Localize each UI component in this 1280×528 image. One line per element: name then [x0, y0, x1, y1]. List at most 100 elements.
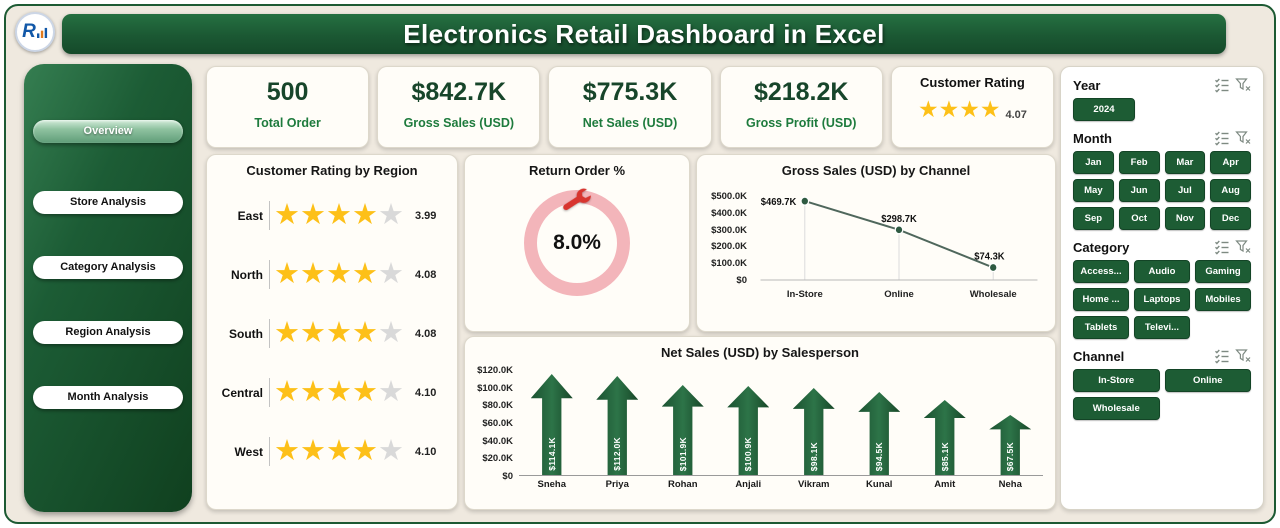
salesperson-bar-rohan: $101.9K — [661, 385, 704, 475]
slicer-option-tablets[interactable]: Tablets — [1073, 316, 1129, 339]
clear-filter-icon[interactable] — [1235, 77, 1251, 93]
region-rating-value: 4.10 — [415, 445, 437, 458]
chart-title: Return Order % — [528, 163, 626, 178]
slicer-option-jan[interactable]: Jan — [1073, 151, 1114, 174]
star-icon: ★ — [326, 376, 352, 408]
slicer-option-gaming[interactable]: Gaming — [1195, 260, 1251, 283]
axis-tick: $100.0K — [477, 382, 513, 394]
star-icon: ★ — [326, 435, 352, 467]
axis-tick: $40.0K — [482, 435, 513, 447]
logo-letter: R — [22, 21, 36, 42]
clear-filter-icon[interactable] — [1235, 239, 1251, 255]
sidebar-item-month-analysis[interactable]: Month Analysis — [33, 386, 183, 409]
salesperson-bar-kunal: $94.5K — [858, 392, 901, 475]
slicer-icons — [1214, 77, 1251, 93]
star-icon: ★ — [274, 258, 300, 290]
slicer-option-access[interactable]: Access... — [1073, 260, 1129, 283]
data-point-wholesale — [988, 262, 998, 273]
star-icon: ★ — [352, 435, 378, 467]
clear-filter-icon[interactable] — [1235, 130, 1251, 146]
star-icon: ★ — [352, 258, 378, 290]
kpi-value: $842.7K — [411, 78, 507, 106]
bar-slot: $112.0K — [585, 376, 651, 475]
star-icon: ★ — [300, 317, 326, 349]
axis-label: Amit — [934, 479, 956, 490]
slicer-option-dec[interactable]: Dec — [1210, 207, 1251, 230]
slicer-icons — [1214, 239, 1251, 255]
slicer-option-2024[interactable]: 2024 — [1073, 98, 1135, 121]
bar-slot: $94.5K — [847, 392, 913, 475]
dashboard: R Electronics Retail Dashboard in Excel … — [4, 4, 1276, 524]
sidebar-item-region-analysis[interactable]: Region Analysis — [33, 321, 183, 344]
bar-slot: $98.1K — [781, 388, 847, 475]
bar-value-label: $85.1K — [939, 441, 950, 471]
star-icon: ★ — [378, 317, 404, 349]
slicer-option-oct[interactable]: Oct — [1118, 207, 1160, 230]
slicer-option-may[interactable]: May — [1073, 179, 1114, 202]
customer-rating-title: Customer Rating — [920, 75, 1025, 90]
slicer-option-televi[interactable]: Televi... — [1134, 316, 1190, 339]
kpi-row: 500 Total Order $842.7K Gross Sales (USD) $7… — [206, 66, 1055, 148]
logo-bars-icon — [36, 27, 47, 38]
star-icon: ★ — [352, 376, 378, 408]
return-percent-value: 8.0% — [553, 231, 601, 254]
axis-tick: $400.0K — [711, 207, 747, 219]
star-icon: ★ — [300, 199, 326, 231]
star-icon: ★ — [378, 435, 404, 467]
kpi-label: Net Sales (USD) — [582, 116, 678, 130]
axis-tick: $0 — [502, 471, 513, 482]
star-icon: ★ — [979, 96, 1001, 122]
slicer-option-mar[interactable]: Mar — [1164, 151, 1206, 174]
star-icon: ★ — [300, 435, 326, 467]
slicer-option-feb[interactable]: Feb — [1118, 151, 1160, 174]
data-point-online — [894, 225, 904, 235]
rating-row: Central ★★★★★ 4.10 — [217, 363, 449, 422]
slicer-option-sep[interactable]: Sep — [1073, 207, 1114, 230]
multiselect-icon[interactable] — [1214, 239, 1230, 255]
multiselect-icon[interactable] — [1214, 130, 1230, 146]
slicer-option-aug[interactable]: Aug — [1210, 179, 1251, 202]
region-stars: ★★★★★ — [269, 201, 415, 230]
region-rating-value: 3.99 — [415, 209, 437, 222]
slicer-option-audio[interactable]: Audio — [1134, 260, 1190, 283]
slicer-option-home[interactable]: Home ... — [1073, 288, 1129, 311]
star-icon: ★ — [917, 96, 939, 122]
region-stars: ★★★★★ — [269, 260, 415, 289]
multiselect-icon[interactable] — [1214, 348, 1230, 364]
multiselect-icon[interactable] — [1214, 77, 1230, 93]
slicer-option-laptops[interactable]: Laptops — [1134, 288, 1190, 311]
bar-slot: $114.1K — [519, 374, 585, 475]
bar-value-label: $100.9K — [743, 436, 754, 471]
bar-value-label: $67.5K — [1005, 441, 1016, 471]
kpi-card-total-order: 500 Total Order — [206, 66, 370, 148]
sidebar-item-store-analysis[interactable]: Store Analysis — [33, 191, 183, 214]
header-bar: Electronics Retail Dashboard in Excel — [62, 14, 1226, 54]
sidebar-item-category-analysis[interactable]: Category Analysis — [33, 256, 183, 279]
slicer-option-mobiles[interactable]: Mobiles — [1195, 288, 1251, 311]
kpi-value: 500 — [266, 78, 309, 106]
customer-rating-by-region-card: Customer Rating by Region East ★★★★★ 3.99 N… — [206, 154, 458, 510]
slicer-option-online[interactable]: Online — [1164, 369, 1251, 392]
slicer-option-wholesale[interactable]: Wholesale — [1073, 397, 1160, 420]
slicer-panel: Year 2024 Month Jan Feb Mar Apr May Jun Jul Aug Sep… — [1060, 66, 1264, 510]
slicer-option-jul[interactable]: Jul — [1164, 179, 1206, 202]
channel-plot: $469.7K $298.7K $74.3K In-Store Online Whole… — [753, 184, 1045, 302]
rating-row: South ★★★★★ 4.08 — [217, 304, 449, 363]
chart-title: Gross Sales (USD) by Channel — [781, 163, 971, 178]
slicer-option-nov[interactable]: Nov — [1164, 207, 1206, 230]
slicer-option-apr[interactable]: Apr — [1210, 151, 1251, 174]
kpi-label: Total Order — [254, 116, 321, 130]
slicer-option-jun[interactable]: Jun — [1118, 179, 1160, 202]
slicer-option-in-store[interactable]: In-Store — [1073, 369, 1160, 392]
slicer-year: Year 2024 — [1073, 77, 1251, 121]
slicer-header: Channel — [1073, 348, 1251, 364]
axis-label: Priya — [605, 479, 629, 490]
bar-slot: $85.1K — [912, 400, 978, 475]
rating-row: West ★★★★★ 4.10 — [217, 422, 449, 481]
axis-label: Anjali — [735, 479, 762, 490]
slicer-icons — [1214, 130, 1251, 146]
sidebar-item-overview[interactable]: Overview — [33, 120, 183, 143]
slicer-options-category: Access... Audio Gaming Home ... Laptops Mobil… — [1073, 260, 1251, 339]
clear-filter-icon[interactable] — [1235, 348, 1251, 364]
axis-label: Wholesale — [969, 289, 1017, 300]
